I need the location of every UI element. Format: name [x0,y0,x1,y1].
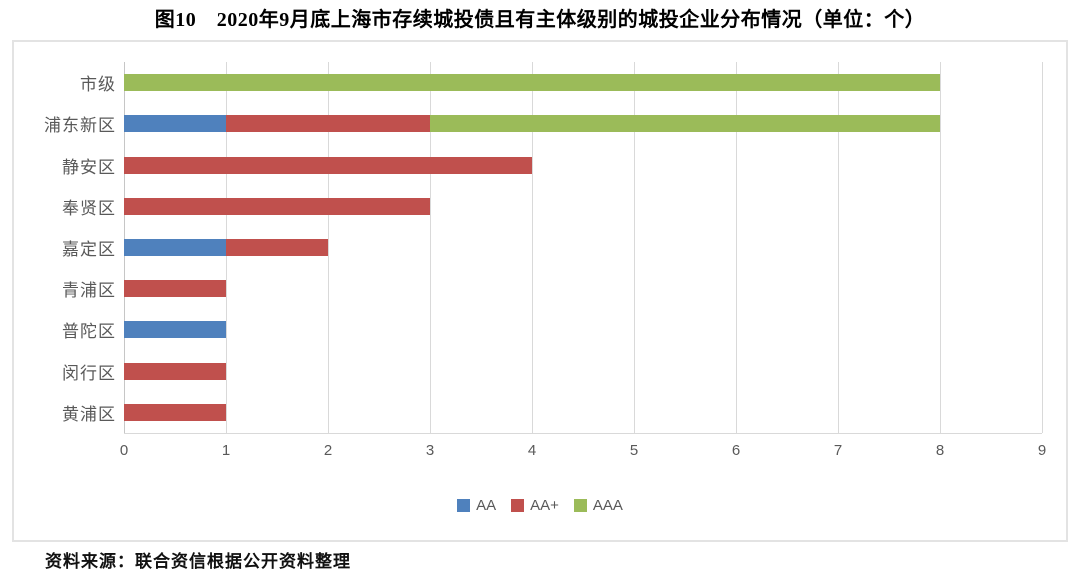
bar-segment-aaa [124,74,940,92]
x-tick-label: 9 [1037,442,1047,459]
x-tick-label: 1 [221,442,231,459]
x-tick-label: 5 [629,442,639,459]
gridline [940,62,941,433]
x-axis-line [124,433,1042,434]
category-label: 普陀区 [62,322,116,342]
plot-area: 0 1 2 3 4 5 6 7 8 9 市级浦东新区静安区奉贤区嘉定区青浦区普陀区闵行区黄浦区 [14,42,1066,540]
category-label: 奉贤区 [62,198,116,218]
category-label: 青浦区 [62,281,116,301]
category-label: 闵行区 [62,363,116,383]
legend-swatch-aaa [573,499,587,512]
bar-segment-aaplus [124,156,532,174]
x-tick-label: 0 [119,442,129,459]
bar-segment-aaplus [124,403,226,421]
x-tick-label: 7 [833,442,843,459]
category-label: 嘉定区 [62,239,116,259]
legend-label: AAA [592,497,623,514]
bar-segment-aaplus [226,115,430,133]
legend-item-aaplus: AA+ [511,497,559,514]
bar-segment-aaa [430,115,940,133]
gridline [430,62,431,433]
bar-segment-aa [124,115,226,133]
legend-swatch-aa [457,499,471,512]
bar-segment-aaplus [226,239,328,256]
chart-title: 图10 2020年9月底上海市存续城投债且有主体级别的城投企业分布情况（单位：个… [154,9,926,31]
x-tick-label: 2 [323,442,333,459]
gridline [838,62,839,433]
bar-segment-aa [124,239,226,256]
gridline [634,62,635,433]
gridline [328,62,329,433]
category-label: 静安区 [62,157,116,177]
bar-segment-aaplus [124,362,226,380]
legend-label: AA [476,497,497,514]
category-label: 黄浦区 [62,404,116,424]
x-tick-label: 3 [425,442,435,459]
gridline [736,62,737,433]
gridline [1042,62,1043,433]
legend: AA AA+ AAA [14,497,1066,514]
legend-item-aaa: AAA [573,497,623,514]
bar-segment-aaplus [124,197,430,215]
x-tick-label: 4 [527,442,537,459]
bar-segment-aa [124,321,226,339]
legend-item-aa: AA [457,497,496,514]
chart-container: 0 1 2 3 4 5 6 7 8 9 市级浦东新区静安区奉贤区嘉定区青浦区普陀区闵行区黄浦区 AA… [12,40,1068,542]
legend-label: AA+ [530,497,559,514]
bar-segment-aaplus [124,280,226,298]
x-tick-label: 6 [731,442,741,459]
category-label: 浦东新区 [44,116,116,136]
x-tick-label: 8 [935,442,945,459]
category-label: 市级 [80,75,116,95]
source-note: 资料来源：联合资信根据公开资料整理 [45,552,351,571]
gridline [532,62,533,433]
legend-swatch-aaplus [511,499,525,512]
